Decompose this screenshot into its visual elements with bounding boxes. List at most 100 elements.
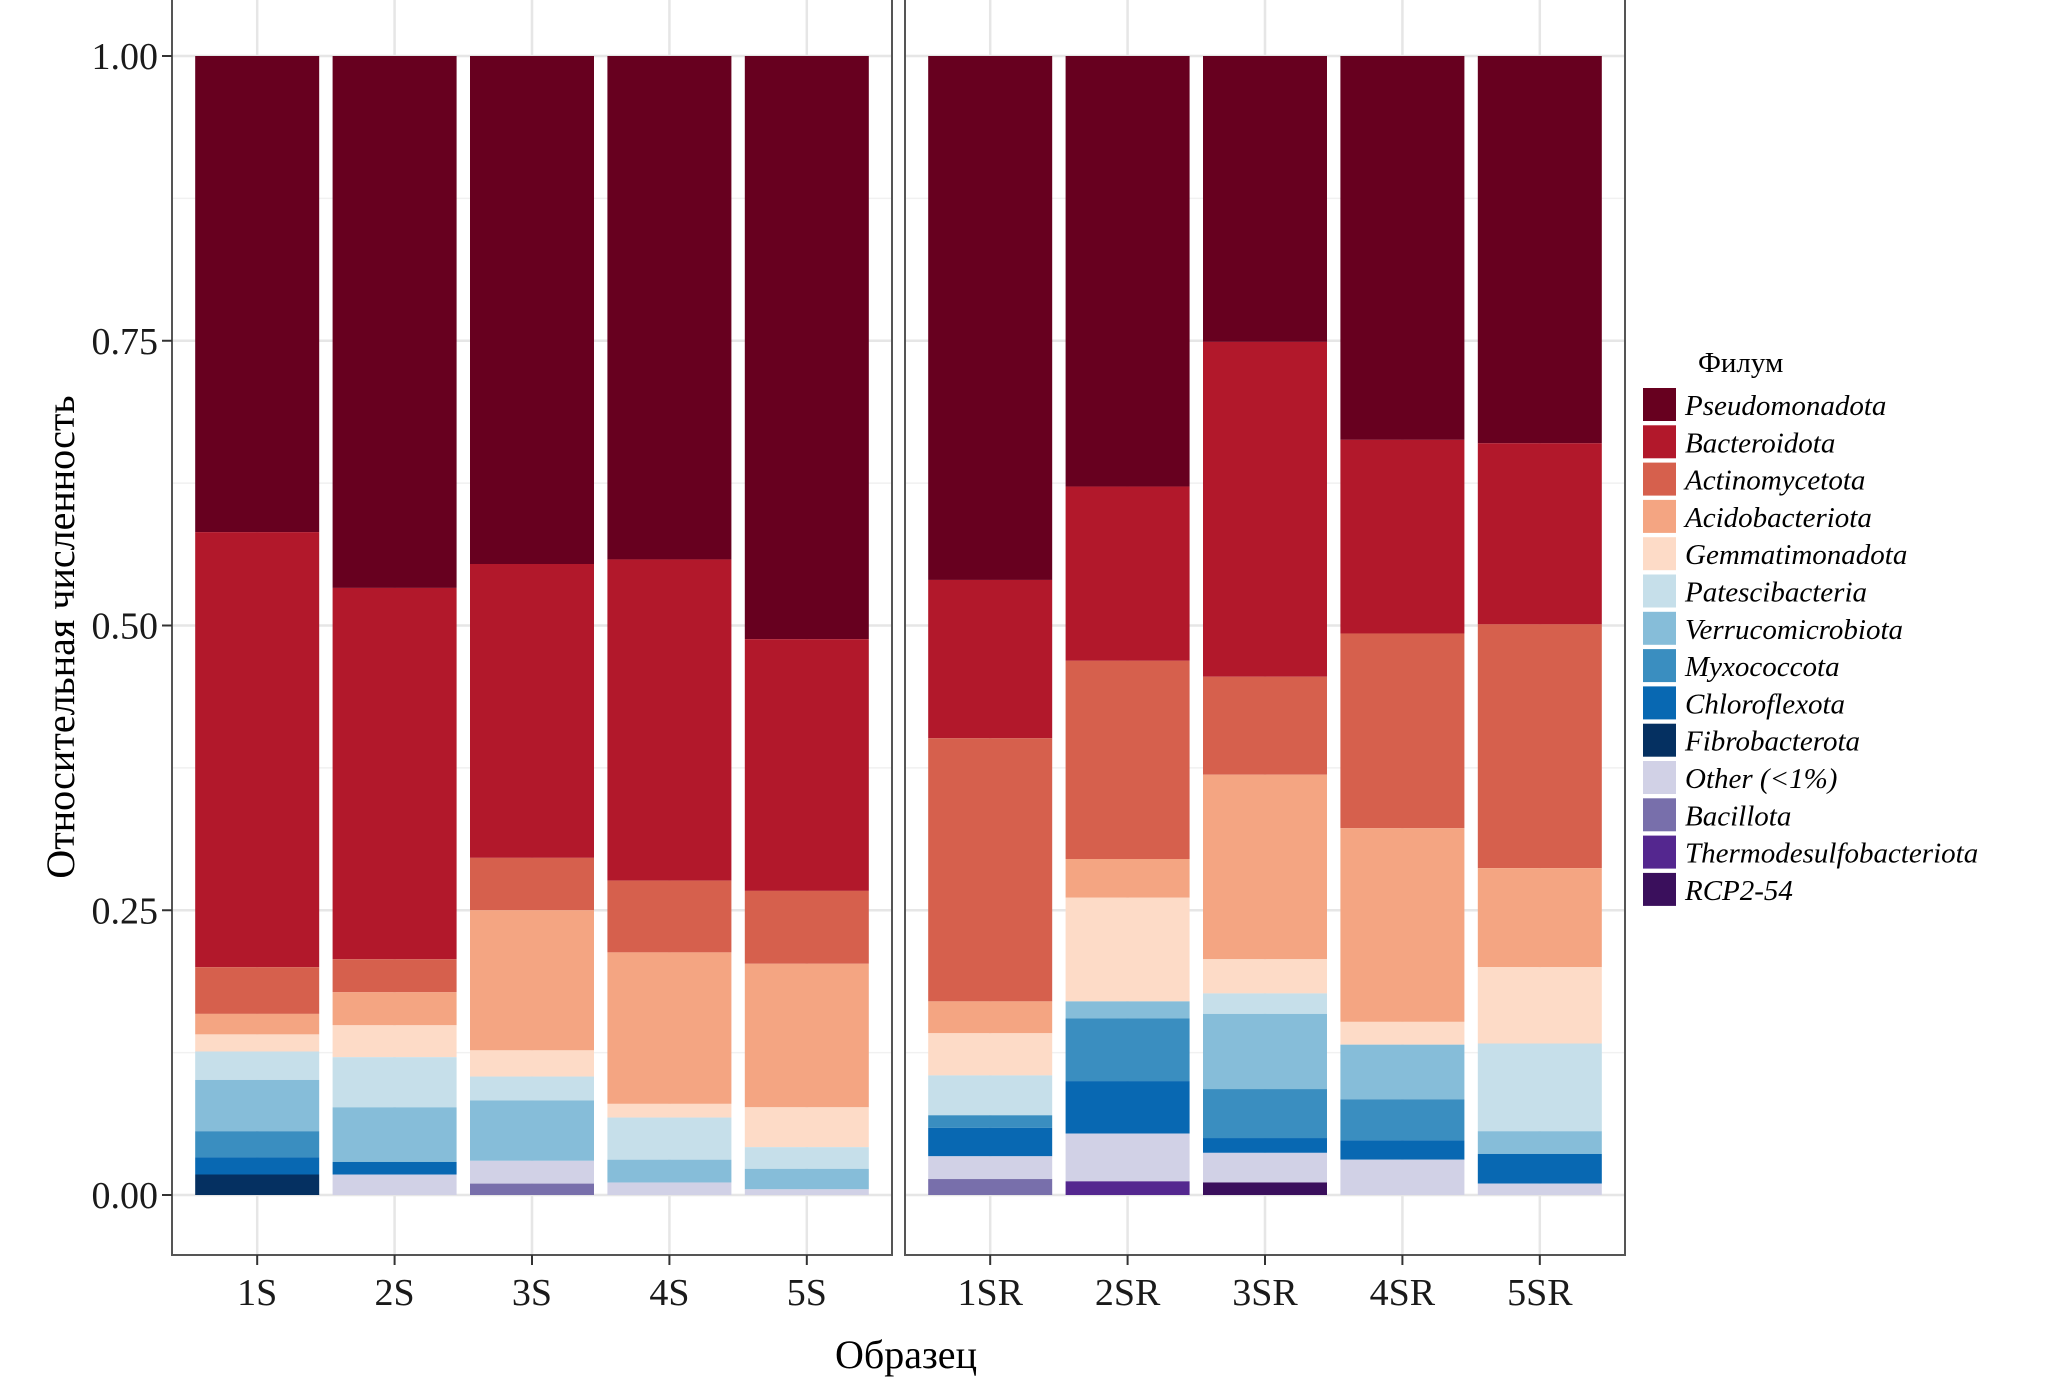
bar-segment-4SR-myxococcota: [1340, 1099, 1465, 1141]
legend: Филум Pseudomonadota Bacteroidota Actinomy…: [1643, 347, 1978, 907]
bar-segment-3S-bacteroidota: [470, 563, 594, 858]
x-tick-label: 4SR: [1370, 1272, 1436, 1314]
legend-label: Verrucomicrobiota: [1685, 614, 1903, 646]
legend-label: Bacteroidota: [1685, 427, 1835, 459]
bar-segment-4SR-verrucomicrobiota: [1340, 1044, 1465, 1100]
bar-segments: [195, 56, 1602, 1195]
x-tick-label: 3S: [512, 1272, 552, 1314]
x-tick-label: 2S: [375, 1272, 415, 1314]
bar-segment-2SR-verrucomicrobiota: [1065, 1001, 1190, 1019]
bar-segment-2SR-gemmatimonadota: [1065, 897, 1190, 1002]
bar-segment-3S-actinomycetota: [470, 857, 594, 911]
bar-segment-5S-bacteroidota: [744, 639, 869, 891]
legend-key-rcp2-54: [1643, 872, 1676, 906]
bar-segment-2SR-thermodesulfobacteriota: [1065, 1181, 1190, 1195]
legend-label: RCP2-54: [1684, 875, 1793, 907]
legend-label: Fibrobacterota: [1684, 726, 1860, 758]
bar-segment-1S-gemmatimonadota: [195, 1034, 320, 1052]
bar-segment-3S-pseudomonadota: [470, 56, 594, 564]
bar-segment-1SR-chloroflexota: [928, 1127, 1053, 1157]
bar-segment-5S-pseudomonadota: [744, 56, 869, 640]
x-tick-label: 2SR: [1095, 1272, 1161, 1314]
bar-segment-4SR-other-1-: [1340, 1159, 1465, 1195]
bar-segment-1S-acidobacteriota: [195, 1013, 320, 1035]
y-tick-label: 0.00: [92, 1175, 159, 1217]
legend-key-chloroflexota: [1643, 686, 1676, 720]
bar-segment-1SR-bacillota: [928, 1179, 1053, 1195]
bar-segment-1SR-pseudomonadota: [928, 56, 1053, 580]
bar-segment-1SR-patescibacteria: [928, 1075, 1053, 1116]
y-tick-label: 0.75: [92, 321, 159, 363]
bar-segment-2SR-acidobacteriota: [1065, 858, 1190, 898]
bar-segment-5S-verrucomicrobiota: [744, 1168, 869, 1190]
bar-segment-1SR-other-1-: [928, 1156, 1053, 1180]
bar-segment-4SR-bacteroidota: [1340, 439, 1465, 634]
bar-segment-4S-actinomycetota: [607, 880, 732, 953]
bar-segment-4SR-actinomycetota: [1340, 633, 1465, 829]
bar-segment-3SR-other-1-: [1203, 1152, 1327, 1183]
legend-label: Actinomycetota: [1683, 465, 1865, 497]
bar-segment-3SR-myxococcota: [1203, 1089, 1327, 1139]
bar-segment-4S-bacteroidota: [607, 559, 732, 881]
legend-label: Other (<1%): [1685, 763, 1837, 795]
bar-segment-5SR-bacteroidota: [1477, 443, 1602, 625]
bar-segment-1SR-gemmatimonadota: [928, 1033, 1053, 1076]
legend-label: Acidobacteriota: [1683, 502, 1872, 534]
legend-key-patescibacteria: [1643, 574, 1676, 608]
bar-segment-4S-pseudomonadota: [607, 56, 732, 560]
bar-segment-5S-patescibacteria: [744, 1147, 869, 1169]
bar-segment-1S-patescibacteria: [195, 1051, 320, 1080]
bar-segment-2S-gemmatimonadota: [332, 1025, 457, 1058]
bar-segment-2SR-bacteroidota: [1065, 486, 1190, 661]
bar-segment-3S-verrucomicrobiota: [470, 1100, 594, 1161]
x-tick-label: 5S: [787, 1272, 827, 1314]
bar-segment-5SR-other-1-: [1477, 1183, 1602, 1195]
bar-segment-5SR-pseudomonadota: [1477, 56, 1602, 444]
bar-segment-4S-other-1-: [607, 1182, 732, 1195]
bar-segment-4SR-chloroflexota: [1340, 1140, 1465, 1160]
bar-segment-2SR-chloroflexota: [1065, 1081, 1190, 1134]
bar-segment-1S-bacteroidota: [195, 532, 320, 968]
y-tick-label: 0.25: [92, 890, 159, 932]
x-axis-title: Образец: [835, 1332, 977, 1377]
legend-key-verrucomicrobiota: [1643, 611, 1676, 645]
y-tick-label: 0.50: [92, 606, 159, 648]
bar-segment-1S-myxococcota: [195, 1131, 320, 1158]
x-tick-label: 1S: [237, 1272, 277, 1314]
bar-segment-5S-gemmatimonadota: [744, 1107, 869, 1148]
bar-segment-3SR-rcp2-54: [1203, 1182, 1327, 1195]
legend-label: Myxococcota: [1684, 651, 1840, 683]
bar-segment-2S-verrucomicrobiota: [332, 1107, 457, 1162]
bar-segment-2S-acidobacteriota: [332, 992, 457, 1026]
y-axis: 0.00 0.25 0.50 0.75 1.00: [92, 36, 172, 1217]
bar-segment-1SR-myxococcota: [928, 1115, 1053, 1128]
legend-key-bacillota: [1643, 798, 1676, 832]
bar-segment-2S-other-1-: [332, 1174, 457, 1195]
bar-segment-5S-other-1-: [744, 1189, 869, 1195]
bar-segment-1S-verrucomicrobiota: [195, 1079, 320, 1132]
bar-segment-2S-bacteroidota: [332, 587, 457, 960]
legend-label: Patescibacteria: [1684, 577, 1867, 609]
bar-segment-1S-fibrobacterota: [195, 1174, 320, 1195]
legend-key-fibrobacterota: [1643, 723, 1676, 757]
legend-label: Thermodesulfobacteriota: [1685, 838, 1978, 870]
bar-segment-5SR-patescibacteria: [1477, 1043, 1602, 1132]
bar-segment-3SR-chloroflexota: [1203, 1138, 1327, 1153]
bar-segment-3S-bacillota: [470, 1183, 594, 1195]
x-tick-label: 3SR: [1232, 1272, 1298, 1314]
bar-segment-1S-pseudomonadota: [195, 56, 320, 533]
bar-segment-2S-patescibacteria: [332, 1057, 457, 1108]
bar-segment-4SR-acidobacteriota: [1340, 828, 1465, 1022]
bar-segment-1SR-actinomycetota: [928, 738, 1053, 1002]
bar-segment-5S-acidobacteriota: [744, 963, 869, 1108]
bar-segment-1SR-bacteroidota: [928, 579, 1053, 739]
bar-segment-5SR-chloroflexota: [1477, 1153, 1602, 1184]
bar-segment-4S-acidobacteriota: [607, 952, 732, 1104]
bar-segment-4S-verrucomicrobiota: [607, 1159, 732, 1183]
bar-segment-3S-gemmatimonadota: [470, 1050, 594, 1077]
bar-segment-5SR-verrucomicrobiota: [1477, 1131, 1602, 1154]
legend-label: Chloroflexota: [1685, 688, 1845, 720]
bar-segment-3S-other-1-: [470, 1160, 594, 1184]
bar-segment-5SR-acidobacteriota: [1477, 868, 1602, 968]
legend-key-actinomycetota: [1643, 462, 1676, 496]
